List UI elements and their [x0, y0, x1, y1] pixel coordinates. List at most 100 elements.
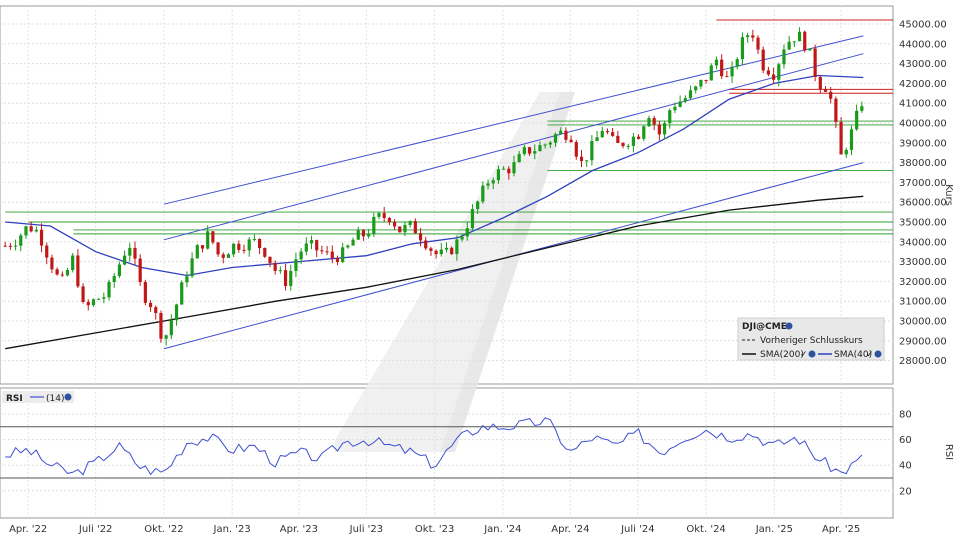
globe-icon[interactable]	[785, 322, 793, 330]
candle-down	[76, 255, 80, 287]
price-y-tick-label: 39000.00	[899, 138, 947, 149]
candle-up	[107, 281, 111, 298]
candle-down	[720, 59, 724, 77]
candle-up	[740, 37, 745, 60]
candle-up	[180, 282, 184, 305]
candle-up	[128, 247, 132, 256]
candle-down	[803, 31, 807, 51]
candle-up	[502, 168, 506, 170]
candle-up	[97, 298, 101, 300]
globe-icon[interactable]	[874, 350, 882, 358]
candle-up	[24, 226, 28, 236]
candle-up	[860, 106, 864, 111]
candle-up	[662, 123, 667, 135]
candle-up	[195, 245, 199, 259]
price-y-tick-label: 30000.00	[899, 317, 947, 328]
candle-up	[226, 254, 231, 258]
candle-up	[232, 243, 236, 255]
candle-down	[429, 248, 433, 251]
candle-up	[123, 255, 127, 265]
x-tick-label: Jan. '25	[755, 524, 793, 535]
price-y-tick-label: 45000.00	[899, 20, 947, 31]
candle-up	[71, 255, 75, 271]
candle-up	[289, 270, 293, 286]
candle-down	[211, 231, 215, 243]
candle-down	[564, 130, 568, 140]
chart-legend: DJI@CME Vorheriger Schlusskurs SMA(200) …	[737, 317, 885, 361]
candle-down	[839, 121, 843, 155]
candle-down	[138, 258, 142, 283]
sma200-line	[5, 195, 864, 350]
price-y-tick-label: 44000.00	[899, 39, 947, 50]
price-y-tick-label: 34000.00	[899, 237, 947, 248]
candle-down	[283, 270, 288, 286]
candle-down	[579, 156, 584, 162]
candle-up	[668, 110, 672, 124]
candle-up	[683, 98, 687, 102]
candle-down	[823, 89, 828, 92]
check-icon[interactable]: ✓	[800, 350, 808, 360]
candle-down	[200, 245, 205, 249]
candle-up	[496, 169, 501, 181]
x-tick-label: Apr. '25	[822, 524, 860, 535]
candle-up	[206, 231, 210, 249]
candle-up	[117, 264, 122, 277]
candle-up	[346, 245, 350, 248]
rsi-axis-label: RSI	[943, 444, 954, 460]
candle-up	[367, 234, 371, 237]
candle-down	[569, 139, 573, 143]
legend-item-sma40: SMA(40)	[834, 350, 872, 360]
x-tick-label: Okt. '23	[415, 524, 454, 535]
candle-down	[159, 313, 163, 339]
globe-icon[interactable]	[64, 393, 72, 401]
candle-up	[512, 162, 516, 174]
candle-up	[849, 129, 854, 150]
x-tick-label: Jan. '24	[483, 524, 521, 535]
price-axis-label: Kurs	[943, 184, 954, 206]
candle-up	[792, 41, 796, 43]
candle-up	[444, 247, 449, 250]
candle-up	[351, 239, 355, 246]
legend-item-sma200: SMA(200)	[760, 350, 804, 360]
candle-down	[335, 258, 340, 262]
candle-up	[600, 131, 604, 138]
candle-up	[460, 236, 464, 240]
candle-up	[481, 185, 485, 202]
candle-down	[330, 251, 334, 259]
candle-up	[699, 79, 703, 87]
candle-down	[766, 70, 770, 75]
candle-down	[834, 98, 838, 122]
candle-up	[491, 180, 495, 184]
check-icon[interactable]: ✓	[866, 350, 874, 360]
candle-down	[133, 247, 137, 259]
candle-down	[320, 250, 324, 252]
candle-up	[585, 160, 589, 162]
candle-down	[574, 142, 578, 157]
candle-up	[844, 149, 848, 155]
candle-down	[216, 242, 220, 255]
candle-down	[756, 37, 760, 50]
price-y-tick-label: 31000.00	[899, 297, 947, 308]
candle-up	[102, 297, 106, 299]
price-y-tick-label: 43000.00	[899, 59, 947, 70]
candle-down	[242, 249, 246, 251]
candle-down	[325, 251, 329, 253]
candle-up	[278, 270, 282, 272]
candle-down	[725, 76, 729, 78]
candle-up	[730, 66, 734, 77]
x-tick-label: Apr. '24	[551, 524, 589, 535]
candle-up	[164, 335, 168, 339]
candle-down	[237, 243, 241, 250]
candle-down	[398, 226, 402, 233]
candle-down	[273, 262, 277, 271]
candle-up	[548, 142, 552, 145]
candle-up	[626, 145, 630, 147]
candle-up	[553, 134, 558, 143]
candle-down	[818, 77, 822, 90]
candle-down	[652, 118, 656, 125]
globe-icon[interactable]	[808, 350, 816, 358]
candle-down	[450, 247, 454, 255]
candle-down	[29, 226, 33, 232]
price-y-tick-label: 40000.00	[899, 119, 947, 130]
